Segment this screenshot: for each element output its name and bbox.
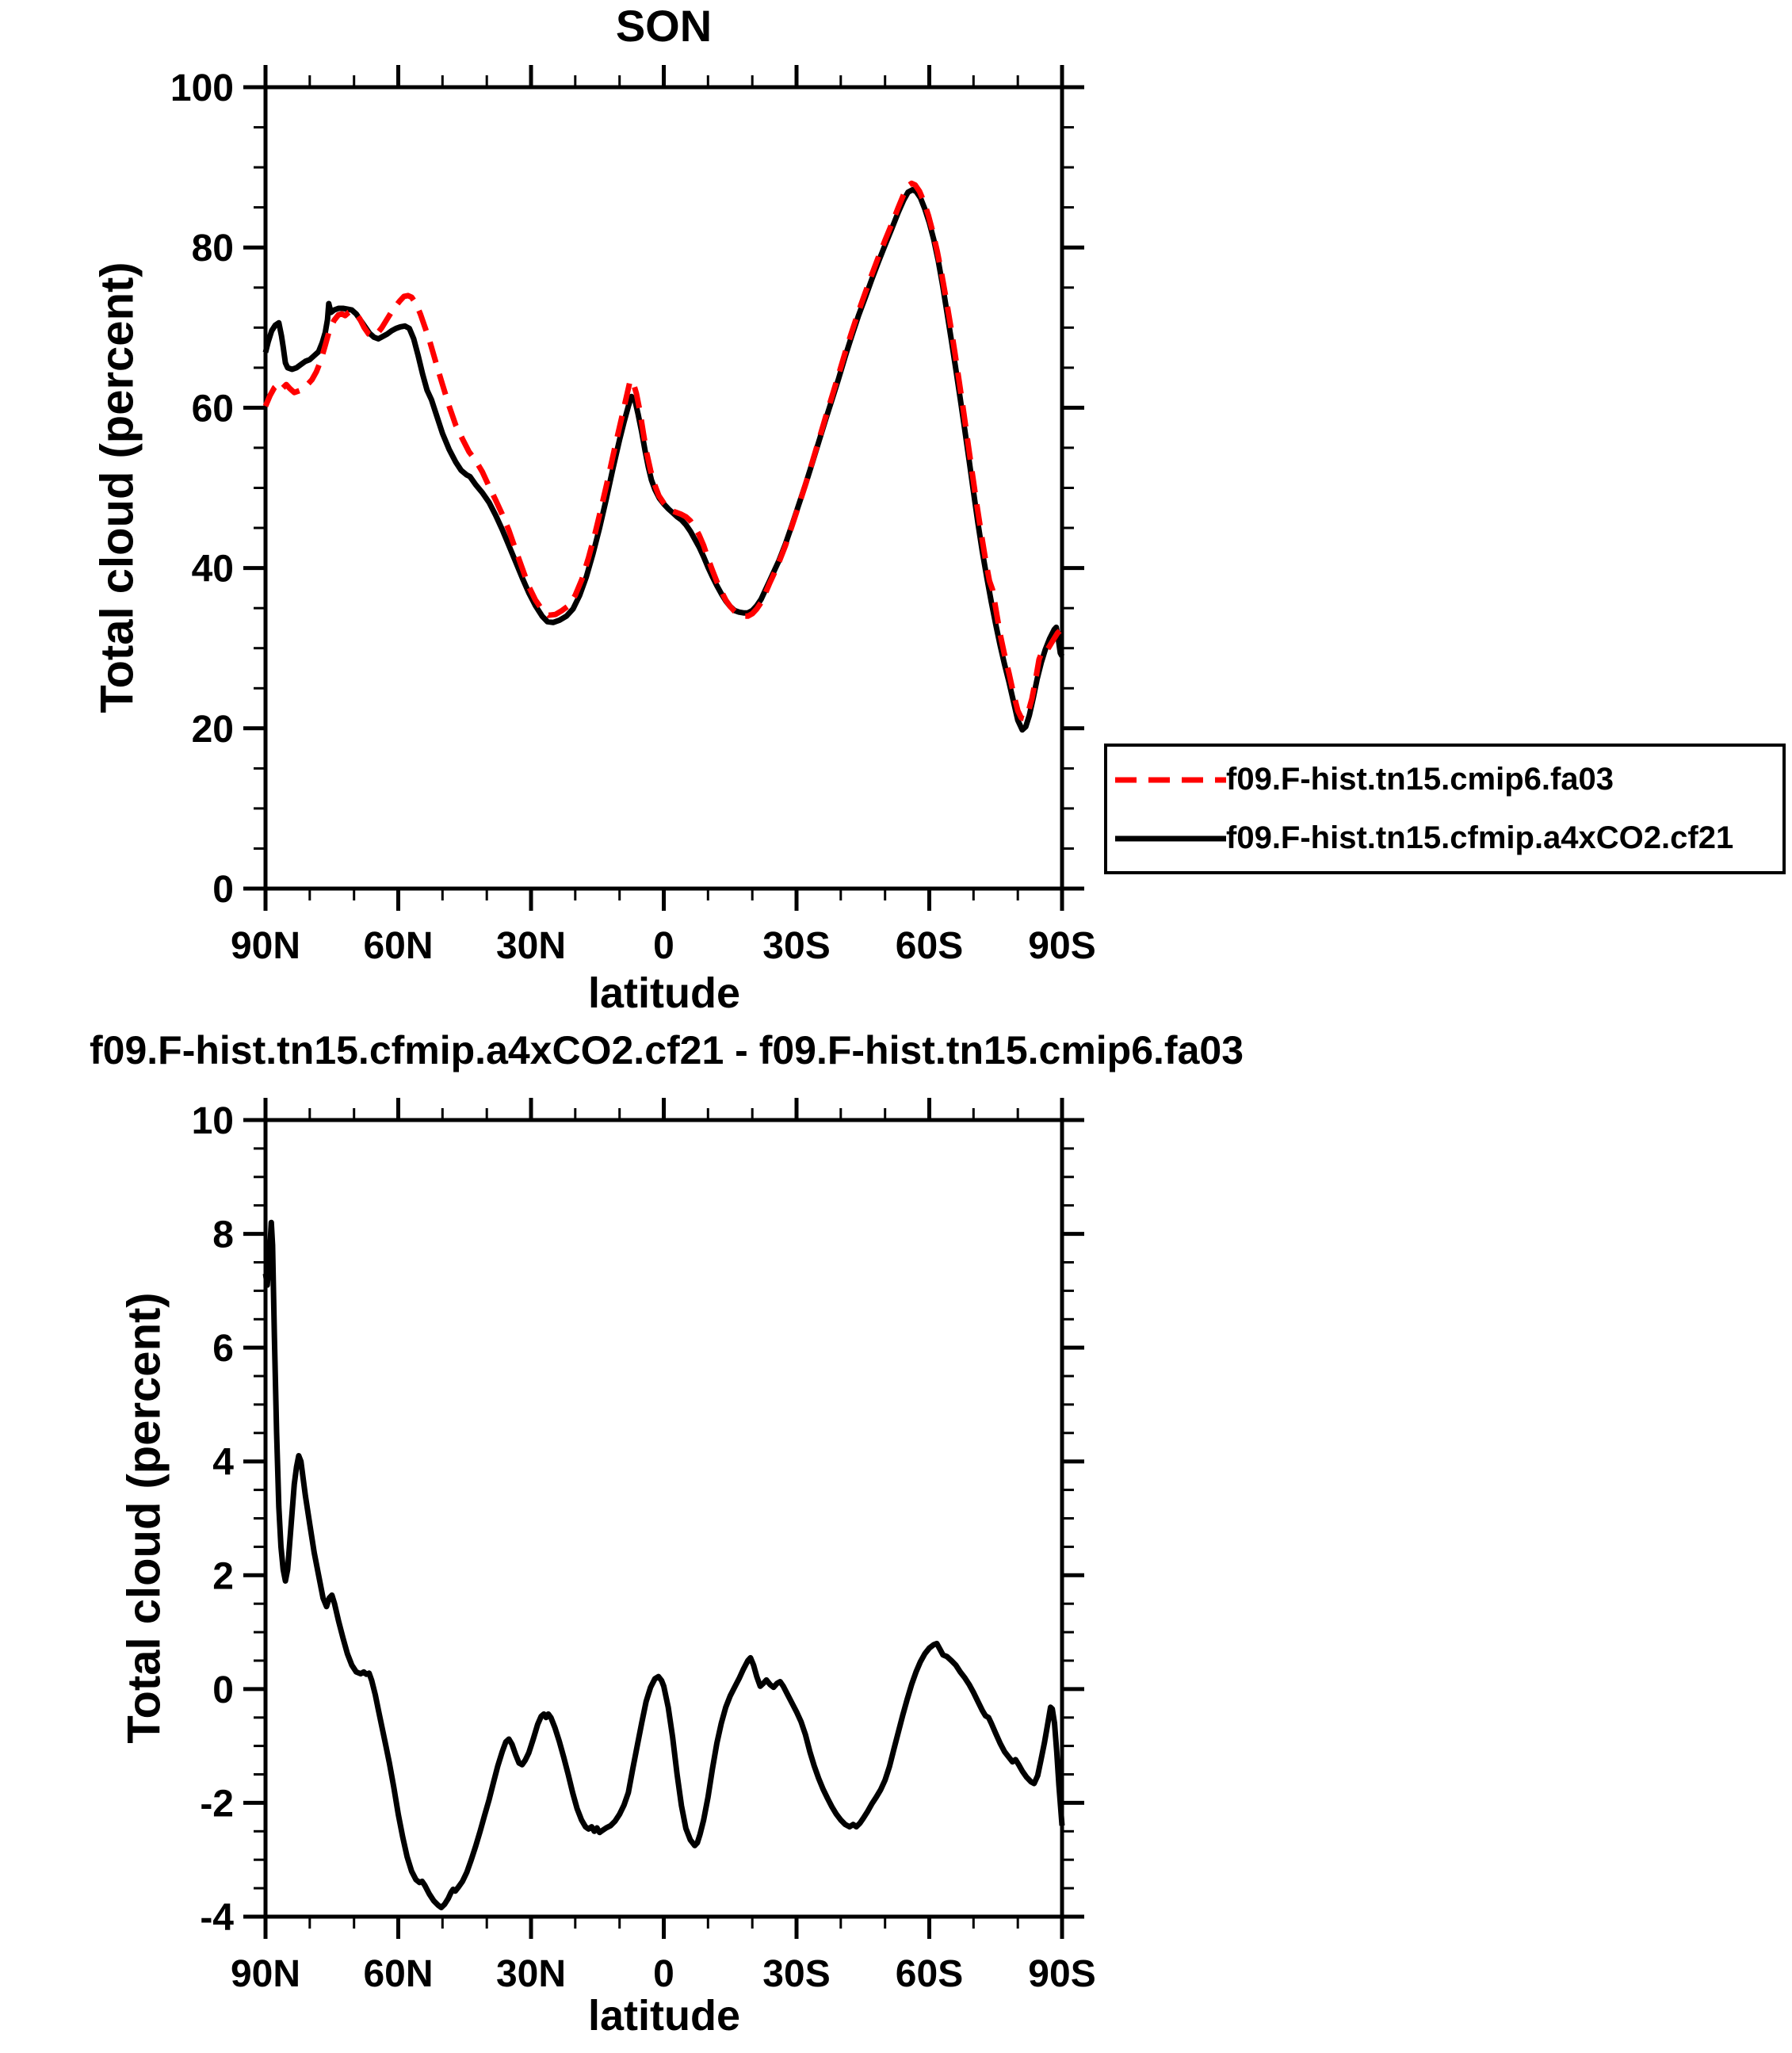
x-tick-label: 90N: [231, 1953, 300, 1995]
bottom-chart-y-axis-label: Total cloud (percent): [118, 1292, 170, 1744]
x-tick-label: 60S: [896, 925, 963, 967]
bottom-chart-title: f09.F-hist.tn15.cfmip.a4xCO2.cf21 - f09.…: [89, 1028, 1244, 1072]
black-solid-line-icon: [1115, 835, 1226, 841]
top-chart-x-axis-label: latitude: [587, 969, 741, 1017]
y-tick-label: 8: [212, 1214, 234, 1256]
x-tick-label: 0: [653, 1953, 674, 1995]
x-tick-label: 90S: [1028, 925, 1095, 967]
x-tick-label: 60N: [363, 1953, 433, 1995]
y-tick-label: 40: [192, 549, 234, 591]
y-tick-label: 60: [192, 388, 234, 430]
y-tick-label: 0: [212, 869, 234, 911]
x-tick-label: 90S: [1028, 1953, 1095, 1995]
y-tick-label: 100: [170, 67, 234, 109]
bottom-chart-x-axis-label: latitude: [587, 1992, 741, 2040]
y-tick-label: 6: [212, 1328, 234, 1370]
y-tick-label: 4: [212, 1442, 234, 1484]
legend-label-cf21: f09.F-hist.tn15.cfmip.a4xCO2.cf21: [1226, 820, 1734, 855]
legend-label-fa03: f09.F-hist.tn15.cmip6.fa03: [1226, 762, 1614, 797]
x-tick-label: 60S: [896, 1953, 963, 1995]
x-tick-label: 30S: [762, 1953, 830, 1995]
y-tick-label: 2: [212, 1555, 234, 1597]
x-tick-label: 0: [653, 925, 674, 967]
y-tick-label: 0: [212, 1669, 234, 1711]
x-tick-label: 60N: [363, 925, 433, 967]
series-f09-f-hist-tn15-cfmip-a4xco2-cf21: [262, 186, 1065, 733]
top-chart-y-axis-label: Total cloud (percent): [91, 262, 143, 713]
y-tick-label: 10: [192, 1100, 234, 1142]
red-dashed-line-icon: [1115, 777, 1226, 782]
x-tick-label: 30N: [496, 925, 566, 967]
plot-frame-0: [263, 85, 1064, 891]
y-tick-label: -2: [200, 1783, 234, 1825]
y-tick-label: 20: [192, 709, 234, 751]
plot-frame-1: [263, 1118, 1064, 1919]
legend: f09.F-hist.tn15.cmip6.fa03 f09.F-hist.tn…: [1104, 744, 1786, 874]
legend-entry-cf21: f09.F-hist.tn15.cfmip.a4xCO2.cf21: [1107, 820, 1782, 856]
series-f09-f-hist-tn15-cmip6-fa03: [262, 180, 1064, 722]
x-tick-label: 30N: [496, 1953, 566, 1995]
top-chart-title: SON: [615, 1, 713, 51]
legend-entry-fa03: f09.F-hist.tn15.cmip6.fa03: [1107, 762, 1782, 797]
x-tick-label: 30S: [762, 925, 830, 967]
x-tick-label: 90N: [231, 925, 300, 967]
series-difference-cf21-fa03-: [262, 1219, 1065, 1910]
y-tick-label: -4: [200, 1897, 234, 1939]
y-tick-label: 80: [192, 227, 234, 270]
